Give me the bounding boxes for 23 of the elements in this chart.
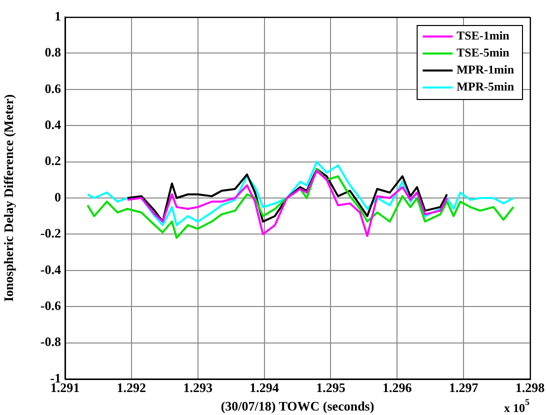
y-tick-label: 1 — [54, 8, 61, 24]
x-tick-label: 1.293 — [183, 380, 213, 396]
y-tick-label: 0 — [54, 189, 61, 204]
y-tick-label: -0.6 — [40, 298, 62, 313]
y-tick-label: 0.2 — [44, 153, 61, 168]
y-tick-label: -0.2 — [40, 226, 61, 241]
x-tick-label: 1.292 — [116, 380, 146, 396]
y-tick-label: 0.8 — [44, 44, 62, 60]
y-tick-label: 0.6 — [44, 80, 62, 96]
legend-label: MPR-5min — [456, 80, 514, 94]
x-tick-label: 1.296 — [382, 380, 412, 396]
x-axis-title: (30/07/18) TOWC (seconds) — [220, 398, 374, 414]
x-tick-label: 1.295 — [316, 380, 346, 396]
y-axis-title: Ionospheric Delay Difference (Meter) — [1, 94, 16, 302]
legend-label: TSE-5min — [456, 46, 510, 60]
y-tick-label: -0.8 — [40, 334, 62, 350]
x-tick-label: 1.298 — [515, 380, 546, 396]
legend-label: TSE-1min — [456, 28, 510, 43]
y-tick-label: -0.4 — [40, 262, 62, 277]
y-tick-label: 0.4 — [44, 116, 62, 132]
legend-label: MPR-1min — [456, 62, 514, 77]
x-tick-label: 1.297 — [448, 380, 479, 396]
x-tick-label: 1.294 — [250, 380, 280, 396]
